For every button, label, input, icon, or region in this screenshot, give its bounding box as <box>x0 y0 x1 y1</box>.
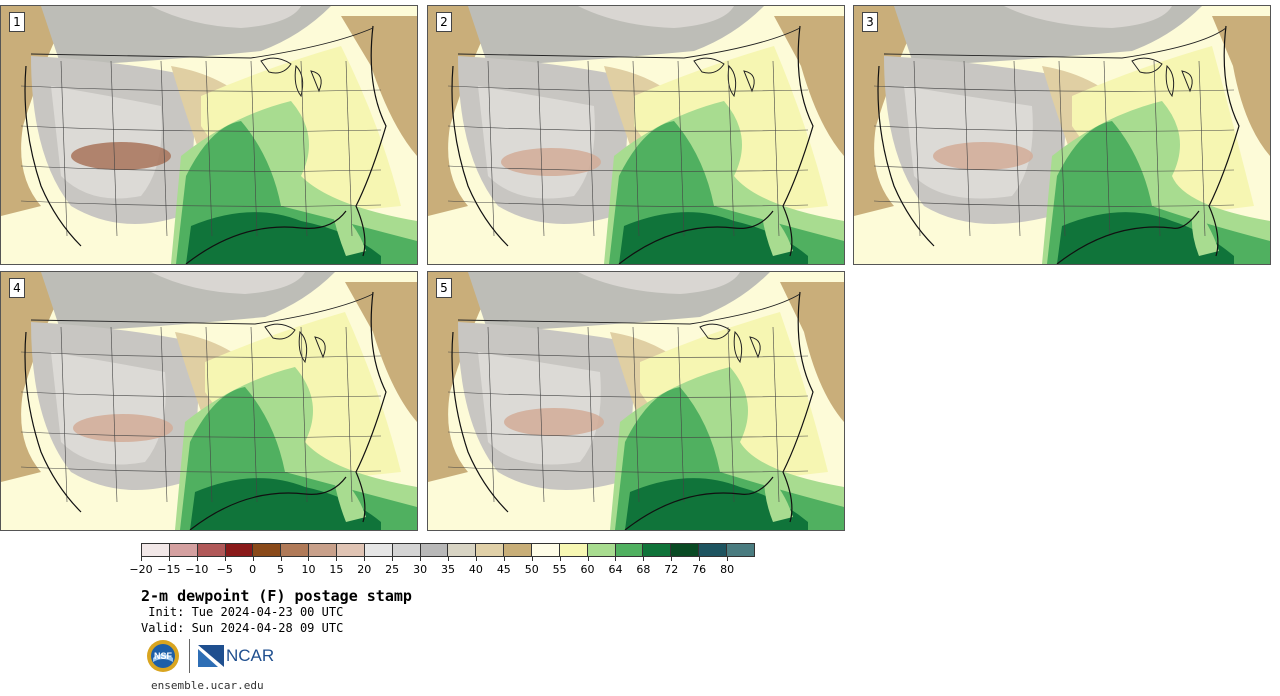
colorbar-tick-label: 64 <box>608 563 623 576</box>
dewpoint-map-4 <box>1 272 417 530</box>
site-url: ensemble.ucar.edu <box>151 679 264 692</box>
colorbar-tick <box>727 557 729 561</box>
nsf-logo-text: NSF <box>154 651 173 661</box>
colorbar-tick <box>308 557 310 561</box>
colorbar-swatch <box>727 544 754 556</box>
colorbar-swatch <box>281 544 310 556</box>
panel-number: 2 <box>436 12 452 32</box>
colorbar-swatch <box>337 544 365 556</box>
dewpoint-map-5 <box>428 272 844 530</box>
colorbar-tick-label: 10 <box>301 563 316 576</box>
colorbar-tick-label: 55 <box>552 563 567 576</box>
colorbar-tick-label: 72 <box>664 563 679 576</box>
panel-number: 5 <box>436 278 452 298</box>
colorbar-tick-label: −10 <box>185 563 209 576</box>
panel-number: 4 <box>9 278 25 298</box>
colorbar-tick <box>336 557 338 561</box>
nsf-logo-icon: NSF <box>147 640 179 672</box>
colorbar-tick-label: −5 <box>216 563 233 576</box>
colorbar-swatch <box>253 544 282 556</box>
stamp-panel-4: 4 <box>0 271 418 531</box>
colorbar-swatch <box>448 544 477 556</box>
colorbar-tick <box>224 557 226 561</box>
colorbar-tick-label: 60 <box>580 563 595 576</box>
colorbar-swatch <box>197 544 226 556</box>
panel-number: 1 <box>9 12 25 32</box>
colorbar-tick <box>531 557 533 561</box>
colorbar-tick-label: 15 <box>329 563 344 576</box>
colorbar-tick <box>168 557 170 561</box>
ncar-logo-text: NCAR <box>226 646 275 665</box>
colorbar-tick <box>392 557 394 561</box>
colorbar-tick <box>364 557 366 561</box>
colorbar-tick <box>503 557 505 561</box>
colorbar-tick-label: −15 <box>157 563 181 576</box>
colorbar-tick-label: 40 <box>468 563 483 576</box>
colorbar-tick-label: 45 <box>496 563 511 576</box>
colorbar-tick-label: 30 <box>413 563 428 576</box>
colorbar-tick-label: 0 <box>249 563 257 576</box>
colorbar-ticks: −20 −15 −10 −5 0 5 10 15 20 25 30 35 40 45 50 55 60 64 68 7… <box>129 557 755 577</box>
colorbar-tick-label: 5 <box>277 563 285 576</box>
colorbar-tick <box>475 557 477 561</box>
colorbar-tick-label: 20 <box>357 563 372 576</box>
colorbar-swatch <box>587 544 616 556</box>
colorbar-tick <box>615 557 617 561</box>
stamp-panel-2: 2 <box>427 5 845 265</box>
colorbar-swatch <box>559 544 588 556</box>
dewpoint-map-1 <box>1 6 417 264</box>
colorbar-swatch <box>643 544 672 556</box>
colorbar-tick-label: 50 <box>524 563 539 576</box>
colorbar-swatch <box>169 544 198 556</box>
colorbar-swatch <box>364 544 393 556</box>
init-time: Init: Tue 2024-04-23 00 UTC <box>141 605 344 619</box>
colorbar-swatch <box>671 544 700 556</box>
logo-row: NSF NCAR <box>145 638 274 674</box>
colorbar-tick <box>280 557 282 561</box>
dewpoint-map-3 <box>854 6 1270 264</box>
colorbar-tick-label: 35 <box>441 563 455 576</box>
stamp-panel-5: 5 <box>427 271 845 531</box>
colorbar-swatch <box>504 544 533 556</box>
panel-number: 3 <box>862 12 878 32</box>
colorbar-tick-label: 80 <box>720 563 735 576</box>
colorbar-tick <box>671 557 673 561</box>
page-title: 2-m dewpoint (F) postage stamp <box>141 587 412 605</box>
logo-divider <box>189 639 190 673</box>
colorbar-swatch <box>225 544 254 556</box>
colorbar-swatch <box>532 544 560 556</box>
ncar-logo-icon <box>198 645 224 667</box>
colorbar-swatch <box>392 544 421 556</box>
colorbar-swatch <box>699 544 728 556</box>
colorbar-tick <box>196 557 198 561</box>
colorbar-swatch <box>142 544 170 556</box>
stamp-panel-1: 1 <box>0 5 418 265</box>
colorbar-tick-label: 25 <box>385 563 400 576</box>
colorbar-tick-label: 76 <box>692 563 707 576</box>
colorbar-tick-label: −20 <box>129 563 153 576</box>
colorbar-tick <box>420 557 422 561</box>
dewpoint-colorbar <box>141 543 755 557</box>
colorbar-tick <box>252 557 254 561</box>
colorbar-tick <box>643 557 645 561</box>
dewpoint-map-2 <box>428 6 844 264</box>
colorbar-tick <box>587 557 589 561</box>
valid-time: Valid: Sun 2024-04-28 09 UTC <box>141 621 344 635</box>
stamp-panel-3: 3 <box>853 5 1271 265</box>
colorbar-tick <box>559 557 561 561</box>
colorbar-tick <box>448 557 449 561</box>
colorbar-swatch <box>309 544 338 556</box>
colorbar-swatch <box>420 544 449 556</box>
colorbar-tick <box>699 557 701 561</box>
colorbar-tick <box>141 557 142 561</box>
colorbar-swatch <box>476 544 505 556</box>
colorbar-swatch <box>615 544 644 556</box>
colorbar-tick-label: 68 <box>636 563 651 576</box>
